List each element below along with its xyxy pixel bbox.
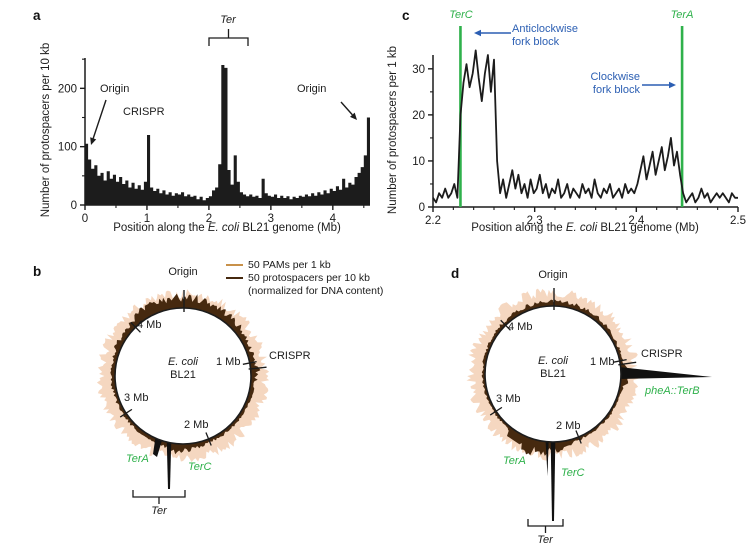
panel-d-1mb-label: 1 Mb	[590, 356, 615, 368]
x-tick-label: 2	[206, 213, 212, 225]
y-tick-label: 0	[71, 200, 77, 212]
axes: 2.2 2.3 2.4 2.5 0 10 20 30	[412, 55, 746, 227]
panel-a-y-axis-label: Number of protospacers per 10 kb	[40, 42, 52, 218]
panel-b-2mb-label: 2 Mb	[184, 419, 209, 431]
x-tick-label: 2.5	[730, 215, 746, 227]
panel-b-crispr-label: CRISPR	[269, 350, 311, 362]
panel-c-x-axis-label: Position along the E. coli BL21 genome (…	[435, 222, 735, 234]
panel-b-3mb-label: 3 Mb	[124, 392, 149, 404]
panel-a-x-axis-label: Position along the E. coli BL21 genome (…	[87, 222, 367, 234]
mb-ticks	[119, 321, 257, 446]
panel-b-1mb-label: 1 Mb	[216, 356, 241, 368]
annotation-line: Clockwise	[590, 71, 640, 83]
panel-b-ter-label: Ter	[151, 505, 167, 517]
legend-protospacer-note: (normalized for DNA content)	[248, 285, 384, 297]
x-label-species: E. coli	[565, 222, 598, 234]
panel-d-4mb-label: 4 Mb	[508, 321, 533, 333]
y-tick-label: 20	[412, 110, 425, 122]
panel-d-terc-label: TerC	[561, 467, 585, 479]
x-tick-label: 2.3	[527, 215, 543, 227]
pam-line-swatch	[226, 264, 243, 266]
annotation-line: fork block	[592, 83, 640, 96]
panel-d-ter-label: Ter	[537, 534, 553, 546]
panel-a-crispr-label: CRISPR	[123, 106, 165, 118]
ter-bracket	[208, 29, 249, 46]
legend-protospacer-label: 50 protospacers per 10 kb	[248, 272, 370, 284]
crispr-tick	[248, 366, 267, 370]
mb-ticks	[489, 319, 627, 444]
panel-c-clockwise-annotation: Clockwise fork block	[558, 71, 640, 96]
x-label-text: Position along the	[113, 222, 208, 234]
panel-c-chart: 2.2 2.3 2.4 2.5 0 10 20 30	[412, 26, 746, 227]
panel-b-4mb-label: 4 Mb	[137, 319, 162, 331]
legend-pam-label: 50 PAMs per 1 kb	[248, 259, 331, 271]
panel-c-y-axis-label: Number of protospacers per 1 kb	[387, 45, 399, 215]
annotation-line: Anticlockwise	[512, 23, 579, 35]
panel-a-letter: a	[33, 8, 41, 23]
panel-d-circular-plot	[466, 288, 712, 533]
crispr-tick	[618, 361, 637, 366]
panel-c-annotations	[474, 29, 676, 89]
y-tick-label: 0	[419, 202, 425, 214]
ter-spike	[166, 432, 172, 489]
legend-row-pams: 50 PAMs per 1 kb	[226, 259, 383, 271]
panel-d-tera-label: TerA	[503, 455, 526, 467]
panel-b-center-label: E. coli BL21	[153, 356, 213, 381]
panel-c-letter: c	[402, 8, 410, 23]
x-label-text-2: BL21 genome (Mb)	[597, 222, 699, 234]
panel-b-tera-label: TerA	[126, 453, 149, 465]
x-label-text-2: BL21 genome (Mb)	[239, 222, 341, 234]
panel-a-chart: 0 1 2 3 4 0 100 200	[58, 29, 370, 225]
genome-circle	[484, 305, 622, 443]
x-tick-label: 2.2	[425, 215, 441, 227]
panel-b-circular-plot	[96, 289, 270, 504]
line-trace	[432, 49, 738, 204]
panel-a-ter-label: Ter	[220, 14, 236, 26]
panel-b-terc-label: TerC	[188, 461, 212, 473]
y-tick-label: 200	[58, 83, 77, 95]
panel-d-letter: d	[451, 266, 460, 281]
panel-b-legend: 50 PAMs per 1 kb 50 protospacers per 10 …	[226, 259, 383, 297]
panel-a-annotations	[90, 29, 357, 145]
panel-c-terc-label: TerC	[449, 9, 473, 21]
panel-d-phea-terb-label: pheA::TerB	[645, 385, 700, 397]
legend-row-protospacers: 50 protospacers per 10 kb	[226, 272, 383, 284]
y-tick-label: 30	[412, 64, 425, 76]
x-label-text: Position along the	[471, 222, 566, 234]
protospacer-line-swatch	[226, 277, 243, 279]
x-tick-label: 4	[330, 213, 337, 225]
x-tick-label: 1	[144, 213, 150, 225]
panel-d-center-label: E. coli BL21	[523, 355, 583, 380]
ter-bracket	[132, 490, 186, 504]
panel-c-anticlockwise-annotation: Anticlockwise fork block	[512, 23, 578, 48]
x-label-species: E. coli	[207, 222, 240, 234]
panel-d-3mb-label: 3 Mb	[496, 393, 521, 405]
panel-a-origin-right-label: Origin	[297, 83, 327, 95]
panel-d-origin-label: Origin	[538, 269, 568, 281]
phea-terb-spike	[619, 367, 712, 379]
genome-circle	[114, 307, 252, 445]
ter-spike	[550, 430, 556, 521]
strain-name: BL21	[540, 367, 566, 380]
ter-bracket	[527, 519, 564, 533]
annotation-line: fork block	[512, 35, 560, 48]
x-tick-label: 2.4	[628, 215, 645, 227]
organism-name: E. coli	[538, 355, 568, 367]
panel-d-2mb-label: 2 Mb	[556, 420, 581, 432]
histogram	[85, 65, 370, 205]
strain-name: BL21	[170, 368, 196, 381]
panel-b-origin-label: Origin	[168, 266, 198, 278]
panel-b-letter: b	[33, 264, 42, 279]
organism-name: E. coli	[168, 356, 198, 368]
x-tick-label: 3	[268, 213, 274, 225]
panel-c-tera-label: TerA	[670, 9, 694, 21]
x-tick-label: 0	[82, 213, 88, 225]
panel-a-origin-left-label: Origin	[100, 83, 130, 95]
panel-d-crispr-label: CRISPR	[641, 348, 683, 360]
y-tick-label: 10	[412, 156, 425, 168]
y-tick-label: 100	[58, 142, 77, 154]
